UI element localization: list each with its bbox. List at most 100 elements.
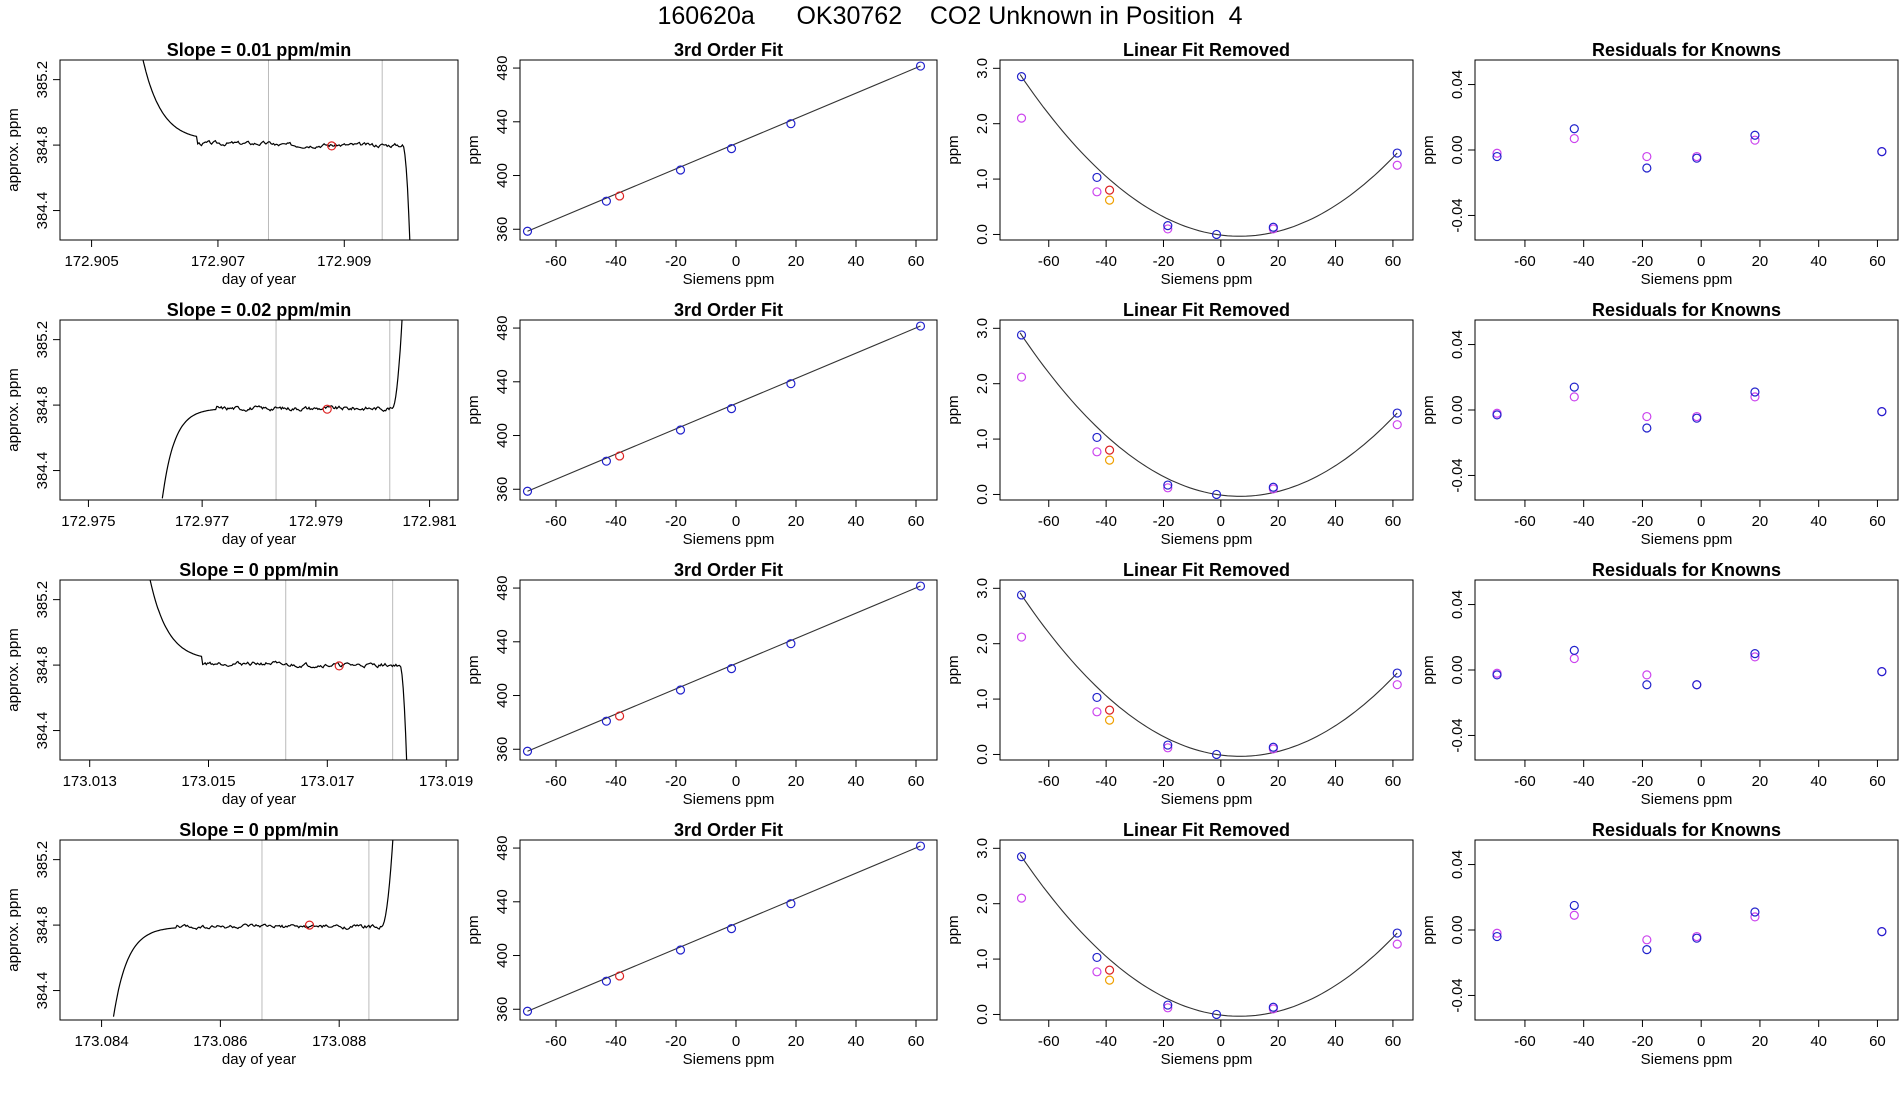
y-tick-label: 0.04 [1449,850,1466,879]
standard-point [1163,221,1173,231]
x-tick-label: -20 [1632,253,1654,270]
residual-point-blue [1692,413,1702,423]
standard-point [522,226,533,236]
standard-point [675,165,686,175]
residual-point-blue [1692,153,1702,163]
x-tick-label: 20 [1752,513,1769,530]
residual-point-magenta [1750,652,1760,662]
standard-point [1211,229,1222,240]
linear-fit-point [1092,707,1102,717]
x-tick-label: 60 [908,253,925,270]
residual-point-blue [1692,680,1702,690]
y-tick-label: 440 [494,889,511,914]
standard-point [786,379,796,389]
x-tick-label: 173.013 [63,773,117,790]
x-tick-label: -60 [1038,773,1060,790]
plot-area [1016,72,1402,240]
panel-title: Linear Fit Removed [1123,560,1290,580]
standard-point [601,456,612,466]
linear-fit-point [1163,1003,1173,1013]
y-tick-label: 2.0 [974,633,991,654]
x-tick-label: -40 [605,1033,627,1050]
y-tick-label: 440 [494,109,511,134]
y-tick-label: 0.00 [1449,915,1466,944]
plot-frame [519,579,938,761]
standard-point [1268,482,1278,492]
figure-title: 160620a OK30762 CO2 Unknown in Position … [657,2,1243,30]
x-axis-label: Siemens ppm [683,1051,775,1068]
linear-fit-point [1016,372,1027,382]
linear-fit-point [1392,420,1402,430]
x-tick-label: 173.015 [181,773,235,790]
x-tick-label: -60 [1514,513,1536,530]
x-tick-label: -20 [665,773,687,790]
y-tick-label: 2.0 [974,373,991,394]
y-axis-label: ppm [945,135,962,164]
y-tick-label: 360 [494,477,511,502]
plot-frame [999,319,1414,501]
standard-point [786,119,796,129]
residual-point-blue [1642,680,1652,690]
x-tick-label: 60 [1869,253,1886,270]
y-tick-label: 440 [494,629,511,654]
unknown-point [614,191,625,201]
plot-area [1492,124,1887,173]
orange-point [1104,455,1115,465]
y-tick-label: 480 [494,836,511,861]
fit-line [527,585,921,752]
standard-point [601,716,612,726]
x-tick-label: 0 [1697,1033,1705,1050]
x-tick-label: 20 [1270,253,1287,270]
plot-frame [999,839,1414,1021]
plot-frame [59,839,459,1021]
x-tick-label: -40 [1095,253,1117,270]
y-tick-label: -0.04 [1449,198,1466,232]
unknown-point [1104,445,1115,455]
residual-point-blue [1492,151,1502,162]
y-tick-label: 384.4 [34,192,51,230]
panel-title: 3rd Order Fit [674,40,783,60]
x-tick-label: 60 [1385,253,1402,270]
y-tick-label: 0.04 [1449,330,1466,359]
y-tick-label: 0.0 [974,224,991,245]
y-axis-label: ppm [1420,395,1437,424]
x-tick-label: 20 [788,253,805,270]
standard-point [1268,222,1278,232]
x-tick-label: 173.017 [300,773,354,790]
residual-point-magenta [1569,910,1579,920]
x-tick-label: 60 [1869,513,1886,530]
y-axis-label: approx. ppm [5,108,22,191]
y-tick-label: -0.04 [1449,718,1466,752]
x-tick-label: 173.019 [419,773,473,790]
x-tick-label: 172.909 [317,253,371,270]
x-tick-label: -20 [1153,773,1175,790]
standard-point [1092,432,1102,443]
y-axis-label: ppm [465,395,482,424]
y-tick-label: 480 [494,316,511,341]
panel-title: 3rd Order Fit [674,560,783,580]
panel-title: Slope = 0 ppm/min [179,560,339,580]
standard-point [1016,590,1027,600]
standard-point [1092,952,1102,963]
x-axis-label: Siemens ppm [1641,791,1733,808]
unknown-mean-point [322,404,332,414]
panel-r2-c2: 3rd Order Fit -60 -40 -20 0 20 40 60 360 400 440 48… [465,300,938,548]
y-tick-label: 0.0 [974,484,991,505]
residual-point-blue [1877,927,1887,937]
x-tick-label: 172.979 [289,513,343,530]
panel-r3-c2: 3rd Order Fit -60 -40 -20 0 20 40 60 360 400 440 48… [465,560,938,808]
x-tick-label: 40 [1327,773,1344,790]
panel-r4-c2: 3rd Order Fit -60 -40 -20 0 20 40 60 360 400 440 48… [465,820,938,1068]
y-tick-label: 384.4 [34,712,51,750]
panel-r3-c1: Slope = 0 ppm/min 173.013 173.015 173.017 17… [5,560,473,808]
y-tick-label: 384.4 [34,972,51,1010]
x-tick-label: 173.084 [74,1033,128,1050]
x-tick-label: -20 [1153,513,1175,530]
x-tick-label: 0 [1697,773,1705,790]
x-tick-label: 172.981 [402,513,456,530]
standard-point [1268,742,1278,752]
y-tick-label: 2.0 [974,113,991,134]
residual-point-magenta [1569,653,1579,664]
x-tick-label: 40 [1327,1033,1344,1050]
unknown-mean-point [334,661,344,671]
